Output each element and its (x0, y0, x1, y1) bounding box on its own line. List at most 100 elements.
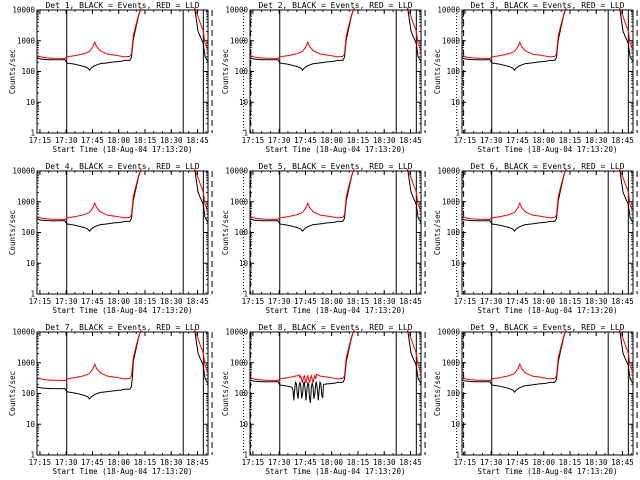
x-axis-label: Start Time (18-Aug-04 17:13:20) (266, 306, 406, 315)
x-tick-label: 17:30 (268, 458, 291, 467)
y-tick-label: 100 (446, 228, 460, 237)
events-curve (250, 330, 355, 403)
x-tick-label: 17:15 (454, 136, 477, 145)
lld-curve-late (619, 168, 633, 212)
detector-panel-6: Det 6, BLACK = Events, RED = LLD 1 10 100 10… (433, 162, 638, 315)
events-curve-late (619, 169, 633, 224)
x-tick-label: 18:30 (160, 458, 183, 467)
detector-panel-8: Det 8, BLACK = Events, RED = LLD 1 10 100 10… (221, 323, 465, 476)
y-tick-label: 10000 (12, 167, 35, 176)
x-tick-label: 17:15 (29, 136, 52, 145)
y-tick-label: 10 (451, 98, 461, 107)
x-tick-label: 17:15 (242, 297, 265, 306)
x-tick-label: 18:00 (320, 136, 343, 145)
y-tick-label: 1000 (17, 36, 36, 45)
x-tick-label: 17:45 (506, 297, 529, 306)
y-tick-label: 1000 (230, 358, 249, 367)
y-tick-label: 100 (21, 389, 35, 398)
detector-panel-1: Det 1, BLACK = Events, RED = LLD 1 10 100 10… (8, 1, 252, 154)
x-tick-label: 17:30 (480, 297, 503, 306)
x-tick-label: 18:45 (186, 458, 209, 467)
y-tick-label: 100 (21, 228, 35, 237)
x-tick-label: 18:00 (532, 458, 555, 467)
x-tick-label: 18:45 (399, 297, 422, 306)
panel-title: Det 7, BLACK = Events, RED = LLD (45, 323, 199, 332)
y-tick-label: 1 (243, 451, 248, 460)
y-tick-label: 1000 (442, 36, 461, 45)
x-tick-label: 17:45 (506, 458, 529, 467)
events-curve (37, 169, 142, 233)
y-tick-label: 10 (451, 259, 461, 268)
lld-curve (250, 7, 355, 59)
y-axis-label: Counts/sec (433, 210, 442, 255)
x-tick-label: 17:45 (506, 136, 529, 145)
x-tick-label: 17:15 (454, 297, 477, 306)
x-tick-label: 18:45 (611, 136, 634, 145)
y-tick-label: 10000 (437, 6, 460, 15)
x-tick-label: 18:45 (186, 297, 209, 306)
x-tick-label: 18:15 (134, 458, 157, 467)
x-axis-label: Start Time (18-Aug-04 17:13:20) (478, 145, 618, 154)
plot-frame (461, 9, 634, 134)
y-tick-label: 100 (234, 67, 248, 76)
x-tick-label: 18:45 (399, 458, 422, 467)
y-tick-label: 10 (239, 259, 249, 268)
y-tick-label: 1 (455, 290, 460, 299)
panel-title: Det 4, BLACK = Events, RED = LLD (45, 162, 199, 171)
x-tick-label: 17:30 (55, 458, 78, 467)
plot-frame (461, 331, 634, 456)
x-tick-label: 17:15 (29, 458, 52, 467)
x-tick-label: 18:00 (107, 297, 130, 306)
x-tick-label: 18:30 (585, 136, 608, 145)
plot-frame (36, 331, 209, 456)
x-tick-label: 18:15 (559, 297, 582, 306)
events-curve-late (407, 169, 421, 224)
y-tick-label: 1000 (442, 358, 461, 367)
y-tick-label: 1000 (230, 36, 249, 45)
y-tick-label: 1000 (17, 358, 36, 367)
events-curve-late (194, 169, 208, 224)
lld-curve-late (407, 329, 421, 373)
panel-title: Det 3, BLACK = Events, RED = LLD (470, 1, 624, 10)
panel-title: Det 2, BLACK = Events, RED = LLD (258, 1, 412, 10)
x-axis-label: Start Time (18-Aug-04 17:13:20) (266, 145, 406, 154)
x-tick-label: 17:45 (294, 136, 317, 145)
plot-frame (249, 170, 422, 295)
events-curve (462, 8, 567, 72)
lld-curve-late (194, 168, 208, 212)
y-tick-label: 10 (239, 98, 249, 107)
y-axis-label: Counts/sec (221, 210, 230, 255)
x-tick-label: 18:30 (585, 297, 608, 306)
plot-frame (461, 170, 634, 295)
y-tick-label: 10000 (12, 6, 35, 15)
y-tick-label: 1 (243, 129, 248, 138)
y-tick-label: 10000 (437, 328, 460, 337)
x-tick-label: 18:30 (373, 136, 396, 145)
y-tick-label: 10 (451, 420, 461, 429)
events-curve-late (619, 330, 633, 385)
lld-curve (250, 168, 355, 220)
x-tick-label: 17:45 (81, 297, 104, 306)
y-tick-label: 10000 (225, 6, 248, 15)
detector-panel-5: Det 5, BLACK = Events, RED = LLD 1 10 100 10… (221, 162, 465, 315)
lld-curve-late (194, 329, 208, 373)
x-tick-label: 17:45 (294, 297, 317, 306)
y-tick-label: 10000 (12, 328, 35, 337)
x-tick-label: 18:00 (532, 136, 555, 145)
x-tick-label: 18:15 (134, 136, 157, 145)
lld-curve (462, 7, 567, 59)
x-tick-label: 18:00 (320, 458, 343, 467)
x-tick-label: 17:15 (242, 458, 265, 467)
y-axis-label: Counts/sec (433, 49, 442, 94)
x-axis-label: Start Time (18-Aug-04 17:13:20) (266, 467, 406, 476)
x-tick-label: 18:00 (532, 297, 555, 306)
panel-title: Det 6, BLACK = Events, RED = LLD (470, 162, 624, 171)
lld-curve (250, 329, 355, 384)
events-curve (37, 8, 142, 72)
x-tick-label: 18:30 (373, 458, 396, 467)
lld-curve (37, 7, 142, 59)
y-tick-label: 1000 (442, 197, 461, 206)
plot-frame (36, 170, 209, 295)
x-tick-label: 18:45 (399, 136, 422, 145)
x-tick-label: 18:45 (186, 136, 209, 145)
